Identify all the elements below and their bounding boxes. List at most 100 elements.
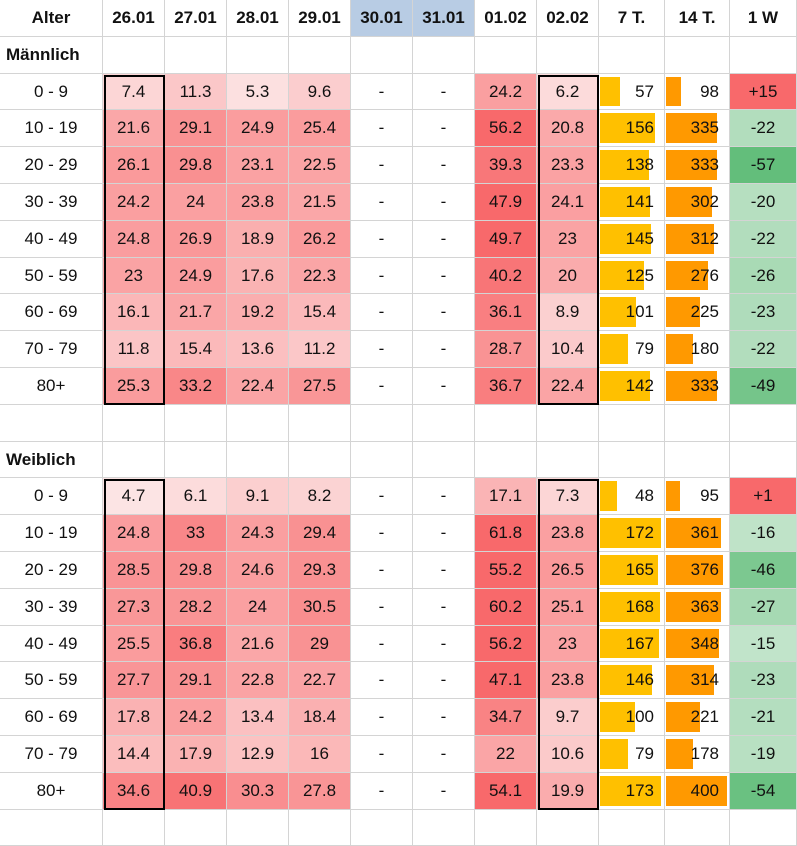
empty-cell-text [665,810,729,845]
heat-cell: 16 [289,736,351,773]
heat-cell: 25.3 [103,368,165,405]
bar-fill-7t [600,702,635,732]
empty-cell-text [165,37,226,73]
empty-cell [475,442,537,478]
bar-cell-7t-text: 138 [625,155,654,174]
heat-cell-text: - [440,376,447,395]
heat-cell-text: - [440,597,447,616]
heat-cell-text: 24.9 [178,265,213,285]
column-header: 29.01 [289,0,351,37]
bar-cell-7t-text: 146 [625,670,654,689]
bar-cell-7t: 168 [599,589,665,626]
heat-cell: 34.7 [475,699,537,736]
heat-cell-text: 14.4 [116,744,151,763]
bar-cell-7t: 165 [599,552,665,589]
heat-cell-text: 23.8 [550,670,585,689]
heat-cell-text: 22.4 [240,376,275,395]
empty-cell-text [351,37,412,73]
empty-cell [165,810,227,846]
bar-cell-14t: 221 [665,699,730,736]
bar-cell-7t-text: 145 [625,229,654,248]
w1-cell: -20 [730,184,797,221]
heat-cell-text: - [440,707,447,726]
heat-cell-text: 26.5 [550,560,585,579]
heat-cell: 11.8 [103,331,165,368]
bar-cell-14t: 335 [665,110,730,147]
heat-cell-text: - [378,155,385,174]
heat-cell: 21.6 [227,626,289,662]
empty-cell-text [289,37,350,73]
heat-cell: 6.2 [537,74,599,110]
w1-cell: -16 [730,515,797,552]
empty-cell-text [0,810,102,845]
w1-cell-text: -19 [750,744,776,763]
bar-fill-7t [600,77,620,106]
heat-cell-text: 20 [558,265,577,285]
heat-cell: - [413,699,475,736]
age-label-text: 40 - 49 [24,633,78,653]
bar-fill-14t [666,629,719,658]
w1-cell: -22 [730,221,797,258]
heat-cell-text: - [440,633,447,653]
bar-fill-7t [600,187,650,217]
heat-cell-text: - [378,81,385,101]
bar-fill-7t [600,665,652,695]
heat-cell: 24.2 [165,699,227,736]
heat-cell: 10.6 [537,736,599,773]
w1-cell-text: -23 [750,302,776,321]
w1-cell: -22 [730,110,797,147]
heat-cell: 22.5 [289,147,351,184]
bar-cell-14t: 333 [665,368,730,405]
heat-cell: 29 [289,626,351,662]
age-label-text: 30 - 39 [24,192,78,211]
section-label: Weiblich [0,442,103,478]
empty-cell-text [537,405,598,441]
heat-cell-text: 22.4 [550,376,585,395]
column-header-text: 14 T. [678,8,716,27]
heat-cell-text: 6.2 [555,81,580,101]
bar-fill-7t [600,371,650,401]
column-header-text: 28.01 [236,8,279,27]
w1-cell-text: -26 [750,265,776,285]
heat-cell: 15.4 [289,294,351,331]
empty-cell [599,405,665,442]
heat-cell: - [413,773,475,810]
bar-fill-14t [666,371,717,401]
bar-fill-14t [666,113,717,143]
age-label-text: 10 - 19 [24,118,78,137]
heat-cell-text: 24.6 [240,560,275,579]
empty-cell [730,810,797,846]
heat-cell: 27.5 [289,368,351,405]
heat-cell: 29.1 [165,110,227,147]
bar-cell-14t: 95 [665,478,730,515]
bar-cell-14t-text: 333 [690,376,719,395]
heat-cell-text: 23.8 [550,523,585,542]
w1-cell-text: -49 [750,376,776,395]
bar-fill-14t [666,261,708,290]
heat-cell: 26.9 [165,221,227,258]
heat-cell-text: 9.1 [245,486,270,505]
age-label-text: 60 - 69 [24,707,78,726]
bar-cell-7t: 79 [599,736,665,773]
heat-cell-text: 22.3 [302,265,337,285]
heat-cell-text: 7.4 [121,81,146,101]
w1-cell-text: -22 [750,339,776,358]
empty-cell [289,405,351,442]
bar-fill-14t [666,702,700,732]
bar-fill-7t [600,150,649,180]
heat-cell-text: 7.3 [555,486,580,505]
age-label: 20 - 29 [0,147,103,184]
empty-cell-text [103,405,164,441]
column-header-text: Alter [31,8,71,27]
bar-cell-14t-text: 348 [690,633,719,653]
heat-cell: 18.4 [289,699,351,736]
heat-cell: - [413,258,475,294]
heat-cell-text: - [440,81,447,101]
column-header: 27.01 [165,0,227,37]
column-header-text: 26.01 [112,8,155,27]
empty-cell-text [351,810,412,845]
bar-cell-7t-text: 125 [625,265,654,285]
empty-cell [599,442,665,478]
w1-cell-text: -15 [750,633,776,653]
